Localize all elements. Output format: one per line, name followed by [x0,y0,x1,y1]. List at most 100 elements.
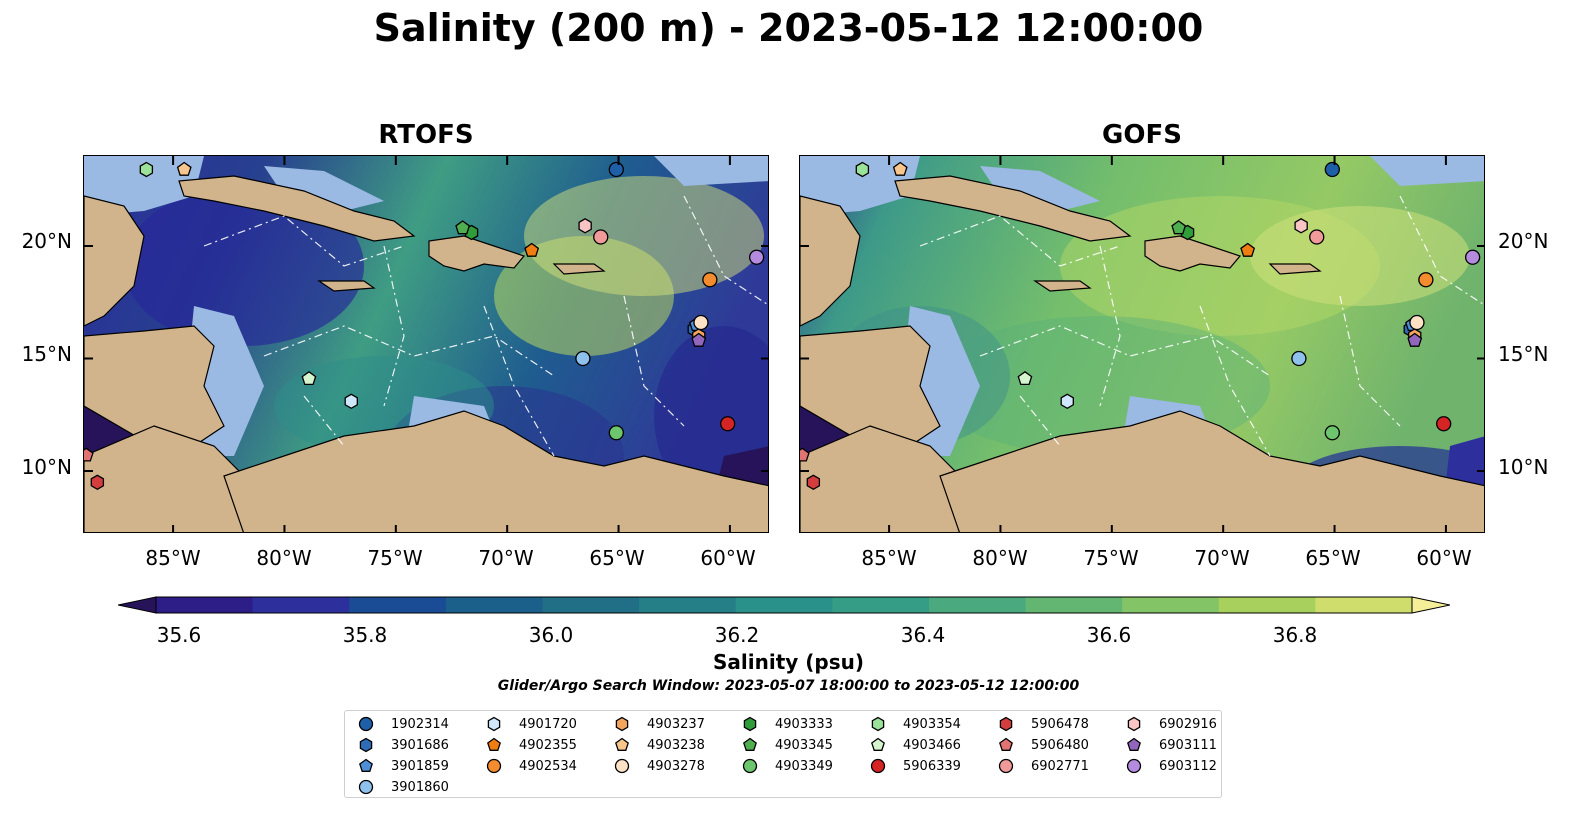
colorbar-bin [1122,597,1220,613]
float-marker-1902314[interactable] [1324,161,1340,178]
float-marker-6903112[interactable] [1464,249,1481,265]
x-tick-label: 75°W [367,546,423,570]
y-tick-label: 15°N [1498,342,1549,366]
legend-marker-icon [999,716,1013,732]
x-tick-label: 85°W [861,546,917,570]
float-marker-4902534[interactable] [1418,272,1434,288]
float-marker-4903466[interactable] [1017,370,1033,386]
float-marker-6903112[interactable] [748,249,765,265]
float-marker-6902771[interactable] [1309,229,1325,245]
y-tick-label: 15°N [21,342,72,366]
legend-item: 4902534 [485,756,577,776]
land-central-america [800,325,941,447]
legend-marker-4901720 [487,716,501,732]
colorbar-bin [639,597,737,613]
float-marker-6902916[interactable] [1294,218,1308,234]
land-south-america [223,410,768,532]
shelf-region [264,166,384,211]
legend-item: 4903278 [613,756,705,776]
x-tick-label: 70°W [478,546,534,570]
legend-marker-4903237 [615,716,629,732]
legend-marker-1902314 [358,716,374,732]
colorbar-bin [252,597,350,613]
legend-marker-icon [487,716,501,732]
legend-item: 4902355 [485,735,577,755]
land-cuba [178,175,416,242]
float-marker-3901860[interactable] [1291,350,1307,367]
colorbar-bin [156,597,254,613]
legend-item: 4903333 [741,714,833,734]
colorbar-tick-label: 36.6 [1086,623,1132,647]
float-marker-5906339[interactable] [720,416,736,432]
legend-label: 1902314 [391,716,449,732]
float-marker-5906339[interactable] [1436,416,1452,432]
float-marker-4902534[interactable] [702,272,718,288]
float-marker-4903278[interactable] [693,314,709,331]
colorbar-bin [349,597,447,613]
float-marker-4903345[interactable] [1171,220,1187,235]
colorbar-bin [445,597,543,613]
legend-marker-icon [743,716,757,732]
float-marker-4903354[interactable] [855,161,870,178]
legend-label: 4902355 [519,737,577,753]
legend-label: 6902771 [1031,758,1089,774]
float-marker-4903238[interactable] [176,161,192,176]
legend-label: 5906339 [903,758,961,774]
legend-item: 4903237 [613,714,705,734]
legend-marker-icon [358,779,374,795]
legend-item: 3901686 [357,735,449,755]
y-tick-label: 20°N [1498,229,1549,253]
float-marker-4903238[interactable] [892,161,908,176]
float-marker-4902355[interactable] [1240,242,1256,257]
colorbar-tick-label: 36.8 [1272,623,1318,647]
colorbar-tick-label: 36.4 [900,623,946,647]
float-marker-6903111[interactable] [691,332,707,347]
float-marker-4903349[interactable] [608,425,624,441]
float-marker-5906480[interactable] [800,447,810,462]
x-tick-label: 80°W [972,546,1028,570]
colorbar-bin [1218,597,1316,613]
float-marker-4903466[interactable] [301,370,317,386]
float-marker-5906478[interactable] [806,474,821,491]
float-marker-5906480[interactable] [84,447,94,462]
float-marker-4901720[interactable] [344,393,358,410]
float-marker-4903278[interactable] [1409,314,1425,331]
legend-marker-icon [743,737,757,751]
legend-label: 6903111 [1159,737,1217,753]
y-tick-label: 10°N [1498,455,1549,479]
eez-boundary [919,215,1121,267]
float-marker-6903111[interactable] [1407,332,1423,347]
legend-marker-6903112 [1126,758,1142,774]
legend-marker-4903466 [871,737,885,751]
legend-marker-icon [870,758,886,774]
legend-label: 4903333 [775,716,833,732]
float-marker-6902916[interactable] [578,218,592,234]
land-central-america [84,325,225,447]
float-marker-4903354[interactable] [139,161,154,178]
colorbar-tick-label: 35.8 [342,623,388,647]
legend-marker-icon [615,716,629,732]
shelf-region [980,166,1100,211]
legend-marker-icon [1127,716,1141,732]
float-marker-4903349[interactable] [1324,425,1340,441]
map-panel-rtofs[interactable] [83,155,769,533]
legend-label: 4903354 [903,716,961,732]
float-marker-4903345[interactable] [455,220,471,235]
legend-marker-5906339 [870,758,886,774]
float-marker-3901860[interactable] [575,350,591,367]
legend-marker-icon [742,758,758,774]
eez-boundary [683,195,768,306]
legend-marker-icon [998,758,1014,774]
map-panel-gofs[interactable] [799,155,1485,533]
legend-marker-icon [359,737,373,753]
y-tick-label: 10°N [21,455,72,479]
float-marker-5906478[interactable] [90,474,105,491]
colorbar-bin [1315,597,1413,613]
float-marker-4902355[interactable] [524,242,540,257]
eez-boundary [979,325,1271,377]
float-marker-4901720[interactable] [1060,393,1074,410]
colorbar-bin [735,597,833,613]
float-marker-6902771[interactable] [593,229,609,245]
legend-label: 3901859 [391,758,449,774]
float-marker-1902314[interactable] [608,161,624,178]
